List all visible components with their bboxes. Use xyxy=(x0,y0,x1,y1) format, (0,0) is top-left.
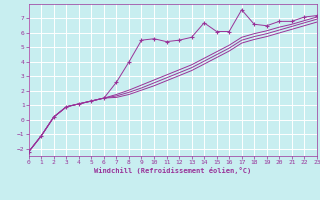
X-axis label: Windchill (Refroidissement éolien,°C): Windchill (Refroidissement éolien,°C) xyxy=(94,167,252,174)
